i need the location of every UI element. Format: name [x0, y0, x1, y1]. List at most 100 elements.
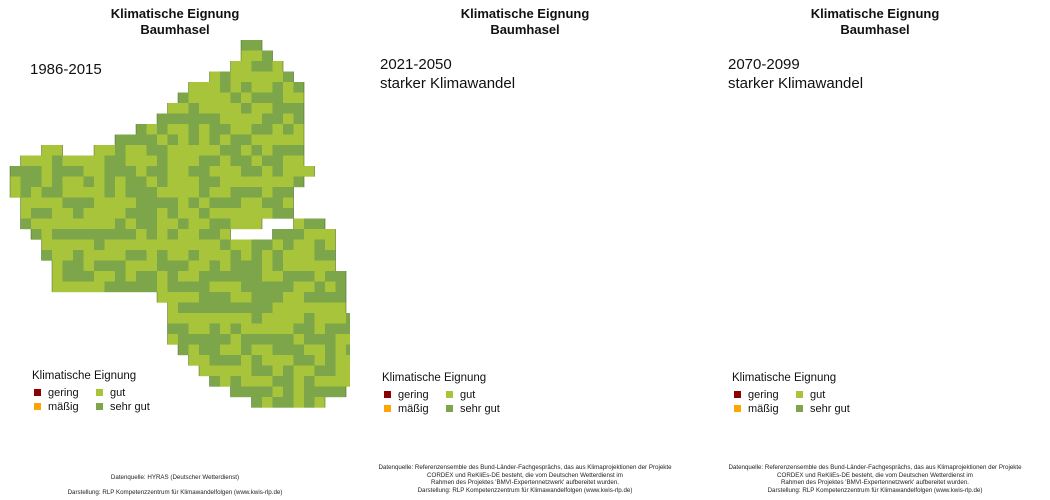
grid-cell-sehr-gut [230, 155, 242, 167]
grid-cell-sehr-gut [167, 113, 179, 125]
grid-cell-sehr-gut [167, 134, 179, 146]
grid-cell-gut [241, 250, 252, 261]
grid-cell-sehr-gut [125, 166, 137, 177]
grid-cell-sehr-gut [241, 40, 252, 51]
grid-cell-gut [335, 313, 347, 324]
grid-cell-gut [293, 386, 305, 398]
grid-cell-gut [314, 376, 326, 387]
grid-cell-gut [188, 292, 200, 303]
panel-title: Klimatische Eignung Baumhasel [350, 6, 700, 38]
grid-cell-gut [304, 229, 315, 240]
grid-cell-sehr-gut [293, 271, 305, 282]
grid-cell-sehr-gut [167, 197, 179, 209]
grid-cell-gut [251, 113, 263, 125]
grid-cell-gut [346, 334, 350, 345]
grid-cell-gut [83, 218, 95, 230]
grid-cell-gut [314, 260, 326, 272]
grid-cell-sehr-gut [220, 302, 231, 314]
grid-cell-gut [41, 176, 53, 188]
grid-cell-sehr-gut [293, 176, 305, 188]
grid-cell-gut [272, 355, 284, 366]
grid-cell-sehr-gut [262, 239, 273, 251]
grid-cell-gut [178, 103, 189, 114]
grid-cell-gut [304, 344, 315, 356]
grid-cell-sehr-gut [304, 386, 315, 398]
grid-cell-sehr-gut [272, 92, 284, 104]
grid-cell-gut [283, 176, 294, 188]
grid-cell-gut [283, 260, 294, 272]
grid-cell-gut [157, 292, 168, 303]
grid-cell-sehr-gut [31, 176, 42, 188]
grid-cell-sehr-gut [104, 155, 116, 167]
map-panel-2070-2099: Klimatische Eignung Baumhasel 2070-2099 … [700, 0, 1050, 500]
grid-cell-sehr-gut [335, 271, 347, 282]
grid-cell-gut [20, 208, 32, 219]
grid-cell-gut [293, 334, 305, 345]
legend-label-sehr-gut: sehr gut [810, 402, 850, 415]
source-line: CORDEX und ReKliEs-DE besteht, die vom D… [777, 471, 973, 479]
grid-cell-gut [230, 113, 242, 125]
grid-cell-sehr-gut [283, 334, 294, 345]
grid-cell-sehr-gut [335, 292, 347, 303]
grid-cell-sehr-gut [209, 113, 221, 125]
grid-cell-gut [251, 344, 263, 356]
grid-cell-sehr-gut [335, 281, 347, 293]
grid-cell-sehr-gut [325, 344, 336, 356]
grid-cell-gut [325, 376, 336, 387]
grid-cell-gut [209, 92, 221, 104]
grid-cell-gut [20, 197, 32, 209]
grid-cell-sehr-gut [220, 71, 231, 83]
grid-cell-gut [52, 218, 63, 230]
grid-cell-sehr-gut [335, 386, 347, 398]
grid-cell-sehr-gut [188, 250, 200, 261]
legend-label-gering: gering [748, 388, 779, 401]
grid-cell-sehr-gut [136, 197, 147, 209]
grid-cell-gut [10, 176, 21, 188]
grid-cell-sehr-gut [73, 208, 84, 219]
grid-cell-sehr-gut [52, 176, 63, 188]
grid-cell-gut [325, 239, 336, 251]
grid-cell-sehr-gut [115, 218, 126, 230]
grid-cell-gut [83, 250, 95, 261]
grid-cell-gut [230, 239, 242, 251]
grid-cell-gut [157, 134, 168, 146]
grid-cell-gut [10, 187, 21, 198]
grid-cell-sehr-gut [241, 334, 252, 345]
grid-cell-sehr-gut [62, 229, 74, 240]
period-label: 1986-2015 [30, 60, 102, 79]
grid-cell-gut [41, 218, 53, 230]
source-note: Datenquelle: Referenzensemble des Bund-L… [700, 464, 1050, 494]
panel-title-line1: Klimatische Eignung [110, 6, 240, 21]
grid-cell-gut [94, 208, 105, 219]
grid-cell-gut [167, 166, 179, 177]
grid-cell-sehr-gut [283, 271, 294, 282]
grid-cell-sehr-gut [188, 166, 200, 177]
grid-cell-sehr-gut [262, 61, 273, 72]
grid-cell-sehr-gut [304, 355, 315, 366]
grid-cell-sehr-gut [73, 229, 84, 240]
grid-cell-sehr-gut [283, 386, 294, 398]
grid-cell-gut [220, 281, 231, 293]
panel-title: Klimatische Eignung Baumhasel [0, 6, 350, 38]
legend-item-sehr-gut: sehr gut [96, 400, 176, 413]
legend-swatch-gut [96, 389, 103, 396]
legend-swatch-maessig [34, 403, 41, 410]
grid-cell-sehr-gut [146, 187, 158, 198]
grid-cell-gut [314, 323, 326, 335]
grid-cell-sehr-gut [125, 229, 137, 240]
grid-cell-gut [241, 292, 252, 303]
grid-cell-gut [41, 239, 53, 251]
grid-cell-sehr-gut [251, 187, 263, 198]
grid-cell-gut [230, 208, 242, 219]
source-line: Rahmen des Projektes 'BMVI-Expertennetzw… [430, 479, 620, 487]
grid-cell-sehr-gut [230, 271, 242, 282]
legend-swatch-gering [384, 391, 391, 398]
grid-cell-sehr-gut [115, 145, 126, 156]
grid-cell-gut [220, 376, 231, 387]
grid-cell-sehr-gut [293, 355, 305, 366]
grid-cell-sehr-gut [209, 134, 221, 146]
grid-cell-gut [209, 166, 221, 177]
grid-cell-sehr-gut [251, 313, 263, 324]
grid-cell-gut [293, 166, 305, 177]
legend-label-gut: gut [460, 388, 476, 401]
